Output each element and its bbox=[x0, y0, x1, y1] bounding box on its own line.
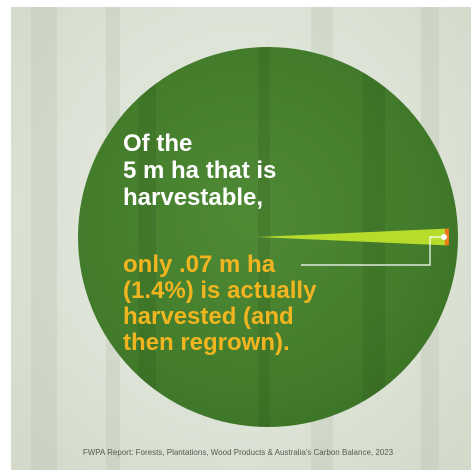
annotation-leader-dot bbox=[441, 234, 447, 240]
headline-line: harvestable, bbox=[123, 184, 264, 211]
annotation-line: harvested (and bbox=[123, 303, 294, 330]
headline-line: 5 m ha that is bbox=[123, 157, 277, 184]
annotation-line: then regrown). bbox=[123, 329, 290, 356]
headline-line: Of the bbox=[123, 130, 193, 157]
harvestable-area-disc bbox=[78, 47, 458, 427]
disc-texture bbox=[138, 47, 156, 427]
annotation-line: (1.4%) is actually bbox=[123, 277, 317, 304]
wedge-overlay bbox=[257, 228, 449, 266]
harvested-wedge bbox=[257, 228, 447, 246]
annotation-text: only .07 m ha (1.4%) is actually harvest… bbox=[123, 252, 316, 356]
annotation-line: only .07 m ha bbox=[123, 251, 276, 278]
chart-canvas bbox=[11, 7, 471, 470]
annotation-leader-line bbox=[301, 236, 444, 266]
background-tree-trunk bbox=[31, 7, 57, 470]
source-citation: FWPA Report: Forests, Plantations, Wood … bbox=[82, 448, 394, 457]
headline-text: Of the 5 m ha that is harvestable, bbox=[123, 130, 276, 211]
